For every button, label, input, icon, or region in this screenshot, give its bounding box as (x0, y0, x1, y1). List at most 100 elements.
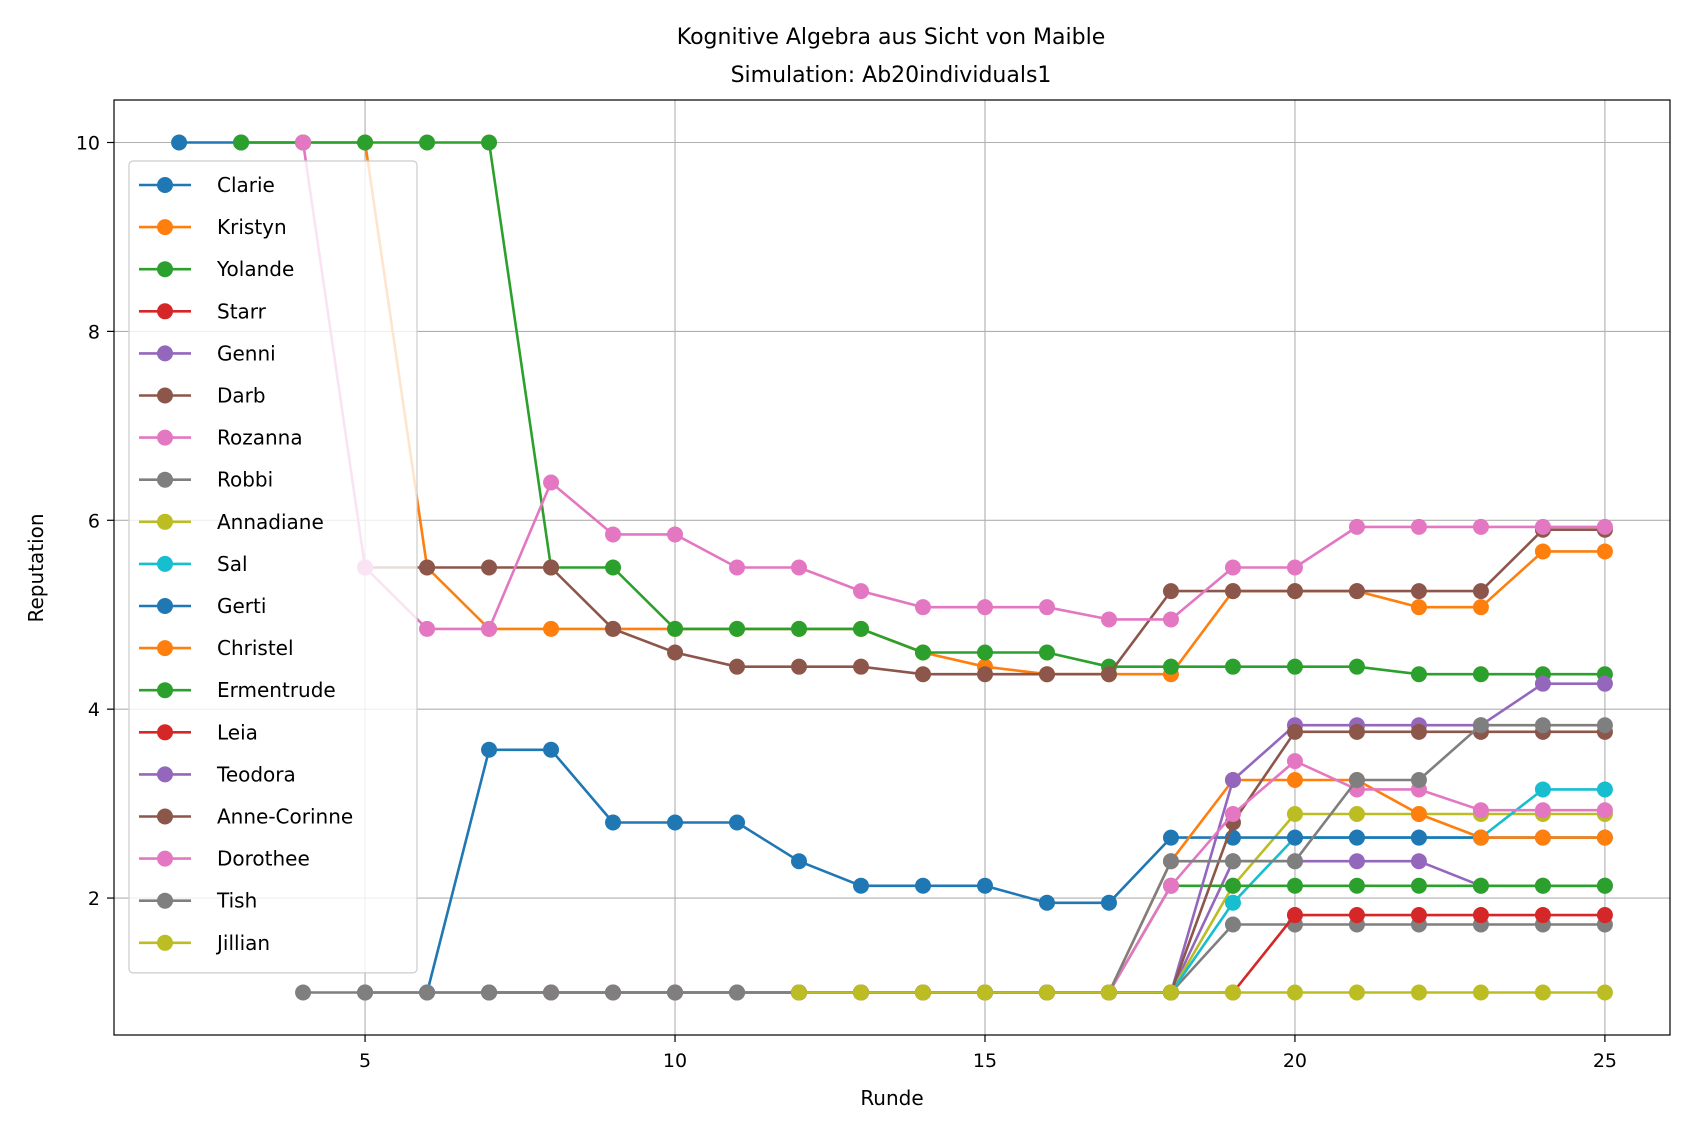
data-point (976, 877, 993, 894)
data-point (543, 559, 560, 576)
data-point (1286, 829, 1303, 846)
legend-swatch-marker (157, 724, 173, 741)
data-point (1410, 829, 1427, 846)
legend-swatch-marker (157, 345, 173, 362)
legend-box (128, 160, 418, 974)
data-point (605, 559, 622, 576)
data-point (914, 666, 931, 683)
data-point (791, 658, 808, 675)
data-point (853, 877, 870, 894)
legend-swatch-marker (157, 219, 173, 236)
data-point (729, 984, 746, 1001)
data-point (1286, 907, 1303, 924)
data-point (605, 620, 622, 637)
data-point (1348, 829, 1365, 846)
data-point (667, 814, 684, 831)
data-point (481, 984, 498, 1001)
data-point (1038, 644, 1055, 661)
data-point (481, 741, 498, 758)
legend-item: Starr (139, 299, 267, 323)
data-point (1224, 559, 1241, 576)
data-point (357, 984, 374, 1001)
data-point (667, 984, 684, 1001)
data-point (1596, 802, 1613, 819)
data-point (1596, 717, 1613, 734)
legend-swatch-marker (157, 640, 173, 657)
data-point (481, 620, 498, 637)
plot-frame (113, 99, 1671, 1036)
y-tick-label: 2 (88, 888, 100, 910)
data-point (1286, 984, 1303, 1001)
data-point (1534, 984, 1551, 1001)
legend-item: Darb (139, 384, 266, 408)
data-point (1596, 675, 1613, 692)
legend-swatch-marker (157, 513, 173, 530)
data-point (853, 583, 870, 600)
data-point (1286, 772, 1303, 788)
data-point (791, 620, 808, 637)
data-point (1100, 666, 1117, 683)
data-point (1348, 772, 1365, 788)
chart-subtitle: Simulation: Ab20individuals1 (731, 63, 1052, 88)
legend-swatch-marker (157, 682, 173, 699)
series-line (303, 141, 1605, 676)
data-point (1534, 907, 1551, 924)
data-point (1472, 907, 1489, 924)
y-tick-label: 6 (88, 510, 100, 532)
data-point (1100, 611, 1117, 628)
legend-label: Jillian (215, 931, 270, 955)
x-tick-label: 10 (663, 1050, 687, 1072)
data-point (1596, 877, 1613, 894)
legend-swatch-marker (157, 177, 173, 193)
data-point (667, 644, 684, 661)
legend-label: Rozanna (217, 426, 303, 450)
data-point (1472, 802, 1489, 819)
data-point (1286, 853, 1303, 870)
y-axis-label: Reputation (24, 513, 48, 622)
data-point (1534, 781, 1551, 798)
legend-label: Leia (217, 720, 258, 744)
data-point (1162, 658, 1179, 675)
data-point (419, 620, 436, 637)
data-point (1286, 583, 1303, 600)
data-point (914, 599, 931, 616)
series-kristyn (295, 134, 1613, 683)
series-line (301, 142, 1605, 631)
legend-label: Starr (217, 299, 267, 323)
data-point (1038, 984, 1055, 1001)
data-point (729, 658, 746, 675)
data-point (914, 644, 931, 661)
data-point (1410, 877, 1427, 894)
data-point (1472, 717, 1489, 734)
data-point (1534, 802, 1551, 819)
data-point (1534, 675, 1551, 692)
data-point (1472, 877, 1489, 894)
data-point (1162, 984, 1179, 1001)
legend-item: Ermentrude (139, 678, 336, 702)
legend-item: Anne-Corinne (139, 805, 353, 829)
series-line (551, 759, 1605, 994)
legend-item: Yolande (139, 257, 294, 281)
data-point (1410, 723, 1427, 740)
y-tick-label: 10 (76, 133, 100, 155)
data-point (1038, 599, 1055, 616)
data-point (1472, 599, 1489, 616)
data-point (605, 814, 622, 831)
legend-label: Kristyn (217, 215, 287, 239)
data-point (1038, 666, 1055, 683)
data-point (1224, 984, 1241, 1001)
data-point (1410, 984, 1427, 1001)
data-point (1224, 583, 1241, 600)
series-leia (791, 907, 1613, 1001)
legend-item: Tish (139, 889, 257, 913)
legend-item: Christel (139, 636, 294, 660)
axis-ticks: 5 10 15 20 25 2 4 6 8 10 (76, 133, 1617, 1073)
data-point (1100, 984, 1117, 1001)
data-point (1410, 666, 1427, 683)
data-point (1348, 806, 1365, 822)
data-point (729, 559, 746, 576)
series-line (241, 141, 1605, 676)
legend-swatch-marker (157, 892, 173, 909)
legend-label: Clarie (217, 173, 275, 197)
